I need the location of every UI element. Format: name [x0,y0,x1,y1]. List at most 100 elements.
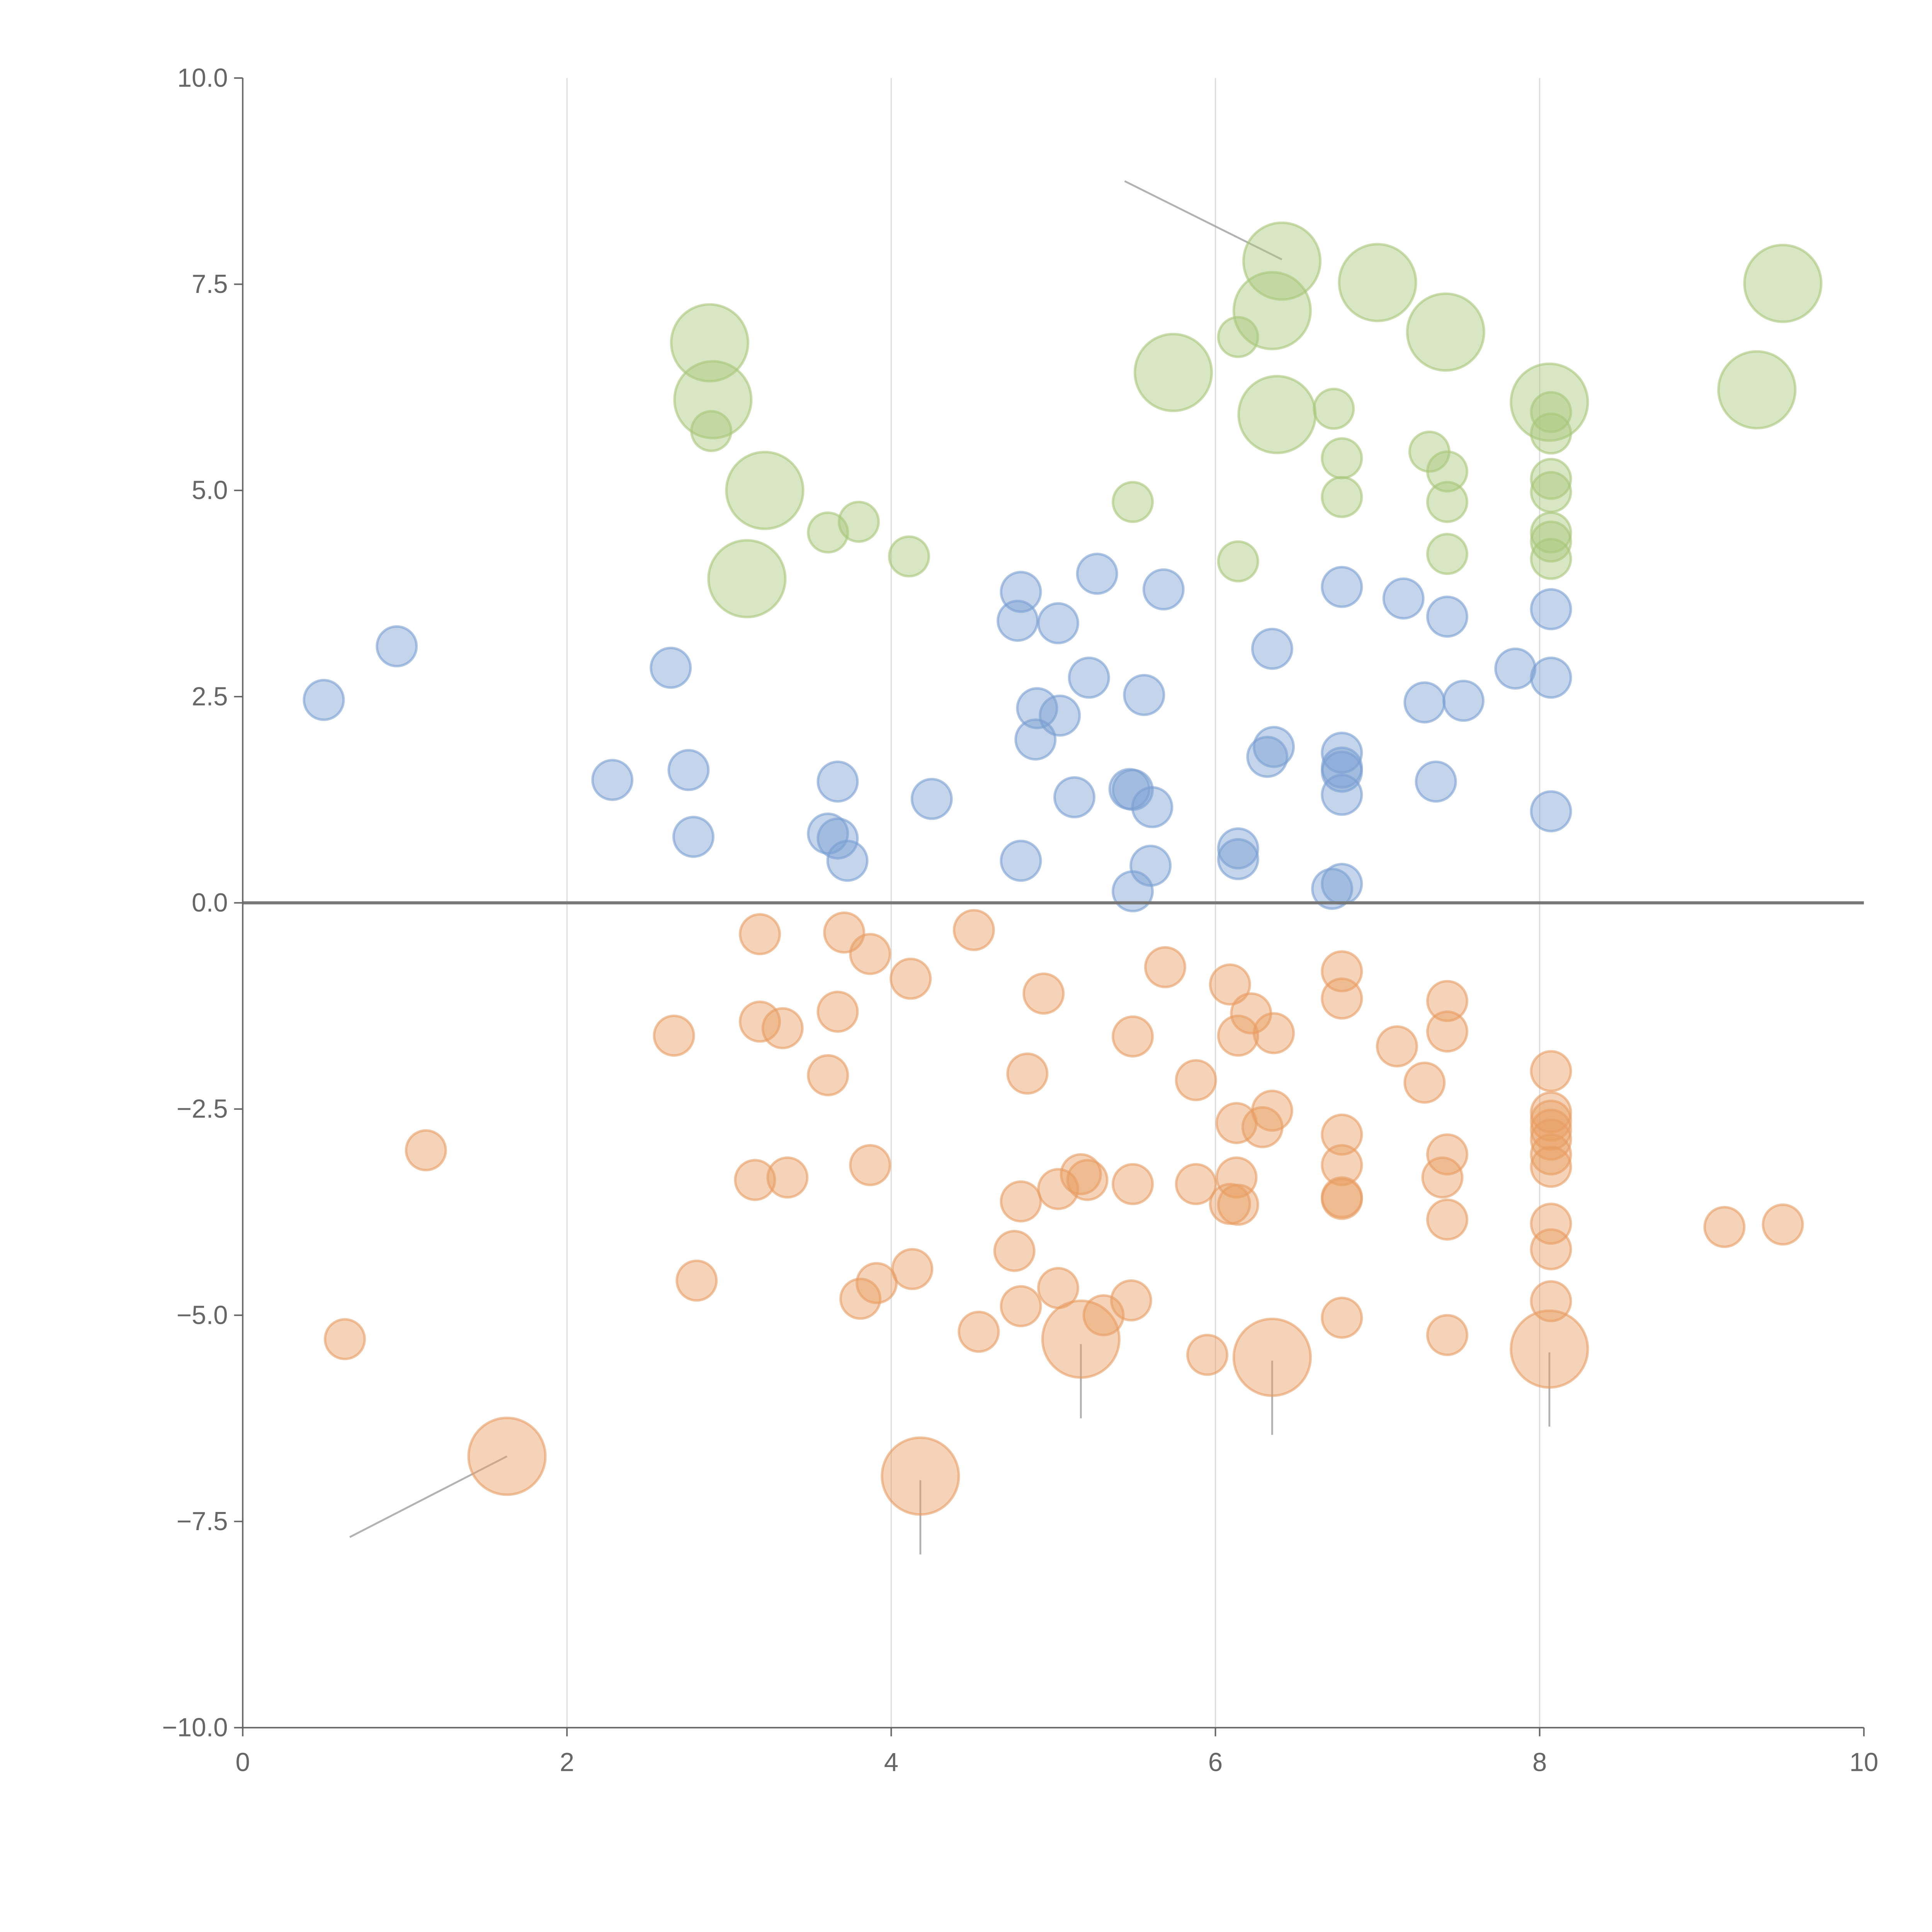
data-point-orange [1426,1198,1468,1241]
data-point-green [1426,533,1468,575]
data-point-orange [957,1311,1000,1353]
data-point-blue [816,817,859,860]
data-point-green [1321,476,1363,518]
data-point-orange [839,1277,882,1320]
series-orange [324,909,1804,1516]
data-point-green [1313,388,1355,430]
data-point-blue [1037,602,1080,645]
data-point-green [1530,537,1572,580]
data-point-blue [1321,774,1363,816]
data-point-blue [1321,750,1363,793]
data-point-orange [1110,1279,1152,1321]
data-point-orange [993,1230,1036,1272]
data-point-green [1530,520,1572,563]
y-tick-label: 5.0 [192,476,228,505]
series-green [670,221,1823,619]
x-tick-label: 10 [1849,1748,1878,1777]
data-point-green [1426,481,1468,523]
data-point-blue [997,600,1039,642]
data-point-blue [1426,595,1468,638]
data-point-blue [376,625,418,668]
data-point-blue [1442,680,1485,722]
data-point-blue [667,749,710,791]
data-point-orange [1426,980,1468,1022]
data-point-orange [405,1129,447,1172]
data-point-green [1321,437,1363,480]
data-point-orange [889,957,932,1000]
data-point-orange [1321,1144,1363,1186]
data-point-green [1242,221,1322,301]
data-point-green [1530,471,1572,513]
data-point-green [1217,540,1259,583]
x-tick-label: 6 [1208,1748,1223,1777]
data-point-orange [1041,1299,1121,1379]
data-point-orange [816,990,859,1033]
data-point-blue [1142,568,1185,611]
data-point-orange [1112,1015,1154,1058]
data-point-orange [1209,963,1251,1006]
y-tick-label: 2.5 [192,682,228,711]
data-point-orange [1186,1333,1229,1376]
data-point-blue [1530,656,1572,699]
data-point-orange [807,1054,849,1097]
data-point-green [1232,271,1312,350]
data-point-orange [1762,1203,1804,1246]
data-point-blue [1068,656,1110,699]
data-point-orange [467,1417,547,1496]
x-tick-label: 8 [1532,1748,1547,1777]
data-point-orange [1000,1180,1042,1223]
data-point-orange [1510,1309,1589,1389]
y-tick-label: 10.0 [177,63,228,92]
data-point-green [670,303,750,383]
y-tick-label: 0.0 [192,888,228,917]
data-point-orange [1530,1050,1572,1092]
data-point-orange [881,1436,960,1516]
data-point-orange [849,1144,891,1186]
y-tick-label: 7.5 [192,270,228,299]
y-tick-label: −2.5 [177,1095,228,1124]
y-tick-label: −5.0 [177,1301,228,1330]
data-point-orange [675,1259,718,1302]
data-point-blue [910,778,953,820]
data-point-orange [1066,1159,1109,1201]
data-point-orange [1217,1014,1259,1057]
data-point-blue [1321,566,1363,608]
data-point-blue [1131,786,1173,828]
data-point-green [1406,292,1485,372]
data-point-orange [734,1159,776,1201]
data-point-green [1426,450,1468,493]
data-point-orange [1006,1052,1049,1095]
data-point-orange [1530,1133,1572,1176]
data-point-blue [1016,687,1058,730]
data-point-blue [1000,840,1042,882]
data-point-orange [1022,972,1065,1015]
data-point-orange [1217,1184,1259,1226]
data-point-green [1530,457,1572,500]
data-point-green [1133,333,1213,412]
data-point-blue [591,759,634,801]
data-point-orange [1175,1059,1217,1101]
data-point-orange [653,1014,695,1057]
y-tick-label: −7.5 [177,1507,228,1536]
leader-lines [349,180,1551,1554]
x-tick-label: 2 [560,1748,574,1777]
y-ticks: 10.0 7.5 5.0 2.5 0.0 −2.5 −5.0 −7.5 −10.0 [162,63,243,1742]
data-point-orange [761,1007,804,1049]
leader-line [349,1455,508,1538]
data-point-blue [1076,553,1118,595]
data-point-blue [672,816,715,858]
data-point-green [1530,412,1572,455]
data-point-green [888,535,930,578]
data-point-orange [1376,1025,1418,1068]
data-point-blue [650,646,692,689]
data-point-orange [1530,1202,1572,1245]
data-point-orange [1426,1010,1468,1053]
data-point-orange [1000,1285,1042,1327]
data-point-blue [1112,870,1154,913]
data-point-green [838,500,880,543]
data-point-orange [1112,1163,1154,1205]
data-point-orange [1703,1206,1746,1248]
data-point-green [707,539,787,619]
data-point-orange [1082,1294,1125,1337]
